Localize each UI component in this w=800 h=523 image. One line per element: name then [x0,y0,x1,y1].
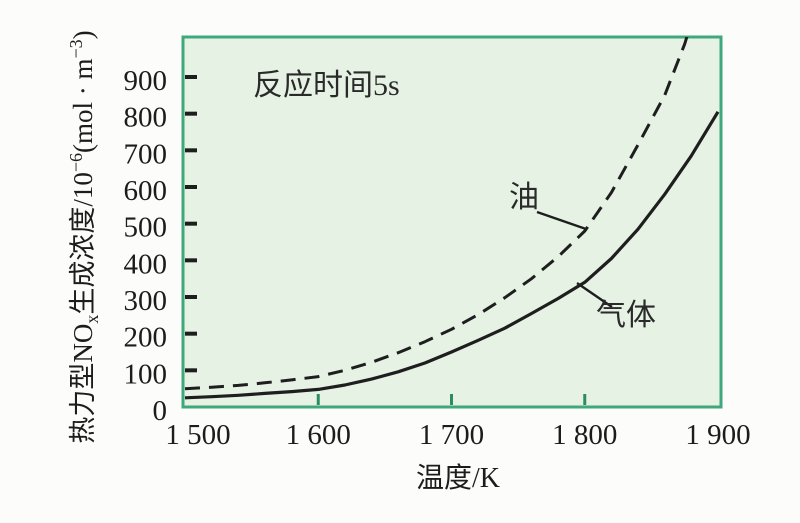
gas-leader-line [576,282,613,308]
x-axis-title: 温度/K [416,462,500,494]
y-title-close-paren: ) [68,30,98,39]
plot-area [181,35,723,409]
y-title-mid: 生成浓度/10 [68,172,98,315]
y-title-superscript-3: −3 [66,39,86,58]
y-tick-label: 500 [124,212,168,244]
y-axis-title: 热力型NOx生成浓度/10−6(mol · m−3) [66,30,102,443]
y-tick-label: 400 [124,248,168,280]
curves-group [184,37,720,400]
y-tick-label: 800 [124,102,168,134]
annotation-reaction-time: 反应时间5s [253,69,400,102]
y-tick-label: 100 [124,358,168,390]
y-tick-label: 0 [153,395,168,427]
y-tick-label: 200 [124,322,168,354]
y-title-units: (mol · m [68,58,98,153]
gas-curve-label: 气体 [596,299,656,332]
x-tick-label: 1 500 [165,419,230,451]
y-title-subscript-x: x [82,315,102,324]
y-tick-label: 900 [124,65,168,97]
y-title-superscript-6: −6 [66,153,86,172]
x-tick-label: 1 700 [419,419,484,451]
x-tick-label: 1 600 [286,419,351,451]
y-tick-label: 300 [124,285,168,317]
y-axis-ticks: 0 100 200 300 400 500 600 700 800 900 [124,65,197,427]
y-tick-label: 700 [124,138,168,170]
oil-curve [184,37,689,391]
oil-curve-label: 油 [509,181,539,214]
y-title-main: 热力型NO [68,324,98,444]
oil-leader-line [536,210,587,231]
x-tick-label: 1 800 [552,419,617,451]
gas-curve [184,110,720,400]
x-tick-label: 1 900 [685,419,750,451]
x-axis-ticks: 1 500 1 600 1 700 1 800 1 900 [165,394,751,451]
y-tick-label: 600 [124,175,168,207]
